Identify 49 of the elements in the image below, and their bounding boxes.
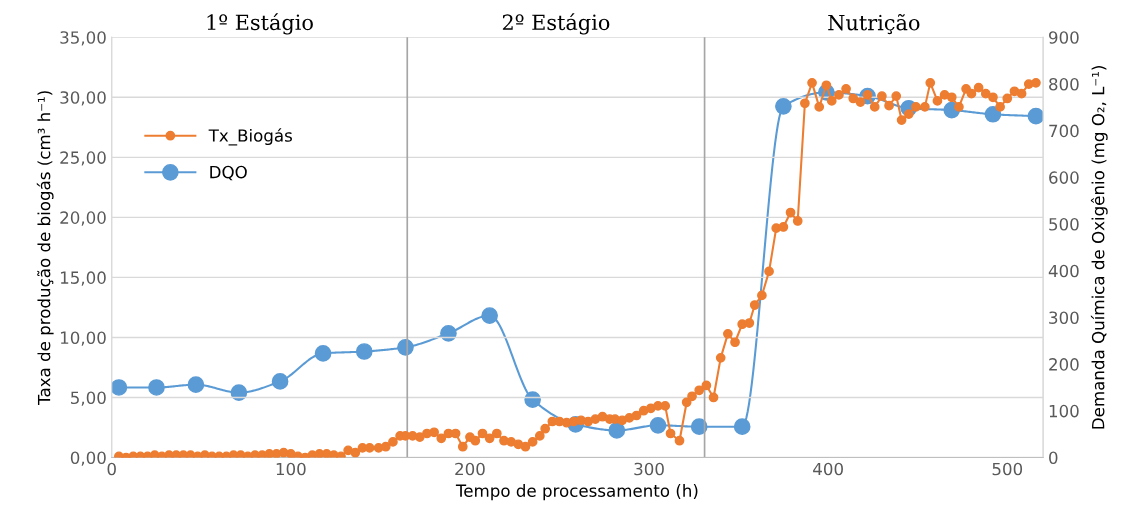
y2-tick-label: 800 (1049, 77, 1079, 91)
x-tick-label: 400 (813, 462, 843, 476)
point (1027, 107, 1044, 125)
y2-tick-label: 500 (1049, 217, 1079, 231)
point (111, 379, 128, 396)
legend-label: DQO (210, 165, 247, 181)
y2-tick-label: 300 (1049, 311, 1079, 324)
y2-tick-label: 400 (1048, 264, 1079, 278)
y2-tick-label: 0 (1049, 451, 1058, 465)
text: 1º Estágio (207, 13, 313, 35)
point (733, 418, 751, 436)
y-tick-label: 10,00 (60, 331, 106, 346)
y2-tick-label: 100 (1049, 404, 1079, 418)
y-tick-label: 0,00 (70, 451, 106, 466)
y2-tick-label: 700 (1049, 124, 1079, 138)
point (481, 307, 498, 324)
point (690, 418, 708, 436)
y2-tick-label: 900 (1049, 31, 1079, 44)
y2-tick-label: 600 (1049, 171, 1079, 184)
y-tick-label: 35,00 (60, 31, 106, 46)
y2-axis-title: Demanda Química de Oxigênio (mg O₂, L⁻¹) (1090, 66, 1108, 429)
x-axis-title: Tempo de processamento (h) (455, 484, 698, 501)
point (775, 98, 792, 115)
legend-label: Tx_Biogás (208, 128, 292, 146)
point (230, 384, 248, 401)
point (187, 376, 205, 394)
point (524, 391, 541, 408)
x-tick-label: 500 (992, 462, 1023, 476)
y-tick-label: 30,00 (60, 91, 106, 106)
text: 2º Estágio (502, 13, 610, 35)
x-tick-label: 100 (276, 462, 306, 476)
y-tick-label: 20,00 (60, 211, 106, 226)
y-tick-label: 5,00 (71, 391, 106, 406)
text: Nutrição (828, 13, 920, 35)
x-tick-label: 200 (455, 462, 485, 476)
point (984, 105, 1002, 123)
point (148, 379, 165, 396)
point (440, 324, 457, 342)
point (314, 345, 332, 362)
y2-tick-label: 200 (1049, 358, 1079, 371)
y-tick-label: 25,00 (60, 151, 106, 166)
point (649, 416, 667, 434)
point (355, 343, 373, 360)
y-axis-title: Taxa de produção de biogás (cm³ h⁻¹) (36, 91, 54, 406)
point (608, 422, 626, 439)
x-tick-label: 300 (634, 462, 664, 476)
point (271, 373, 289, 390)
y-tick-label: 15,00 (60, 271, 106, 286)
x-tick-label: 0 (107, 462, 116, 476)
